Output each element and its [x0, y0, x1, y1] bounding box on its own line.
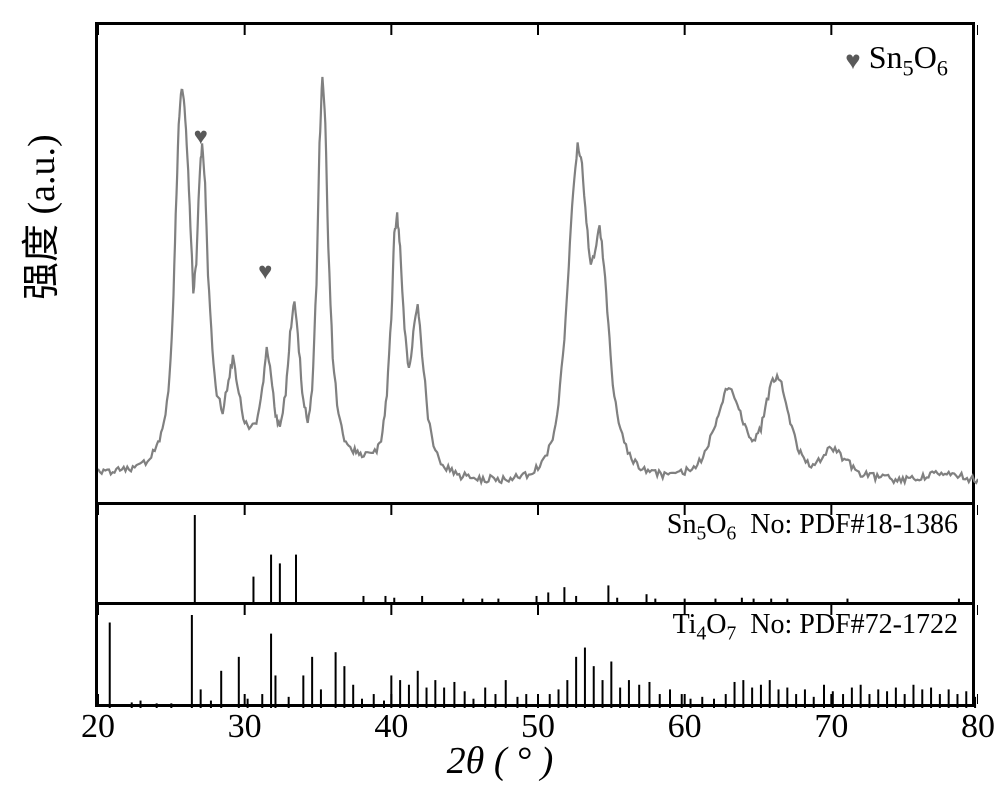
heart-icon: ♥ — [845, 46, 868, 75]
heart-icon: ♥ — [194, 124, 208, 151]
reference-panel-sn5o6: Sn5O6 No: PDF#18-1386 — [98, 502, 972, 602]
ref-label-sn5o6: Sn5O6 No: PDF#18-1386 — [667, 509, 958, 546]
x-tick-label: 80 — [961, 708, 995, 746]
x-tick-label: 50 — [521, 708, 555, 746]
xrd-main-panel: ♥Sn5O6 ♥♥ — [98, 22, 972, 502]
legend-label: Sn5O6 — [869, 39, 948, 75]
x-tick-marks — [98, 689, 978, 704]
x-tick-label: 40 — [374, 708, 408, 746]
x-tick-label: 70 — [814, 708, 848, 746]
heart-icon: ♥ — [258, 259, 272, 286]
legend: ♥Sn5O6 — [845, 39, 948, 81]
ref-label-ti4o7: Ti4O7 No: PDF#72-1722 — [673, 609, 958, 646]
x-axis-label: 2θ ( ° ) — [0, 739, 1000, 783]
reference-panel-ti4o7: Ti4O7 No: PDF#72-1722 20304050607080 — [98, 602, 972, 707]
y-axis-label: 强度 (a.u.) — [10, 134, 65, 300]
x-tick-label: 30 — [228, 708, 262, 746]
plot-stack: ♥Sn5O6 ♥♥ Sn5O6 No: PDF#18-1386 Ti4O7 No… — [95, 22, 975, 707]
x-tick-label: 20 — [81, 708, 115, 746]
xrd-figure: 强度 (a.u.) 2θ ( ° ) ♥Sn5O6 ♥♥ Sn5O6 No: P… — [0, 0, 1000, 785]
xrd-curve-svg — [98, 25, 978, 505]
x-tick-label: 60 — [668, 708, 702, 746]
